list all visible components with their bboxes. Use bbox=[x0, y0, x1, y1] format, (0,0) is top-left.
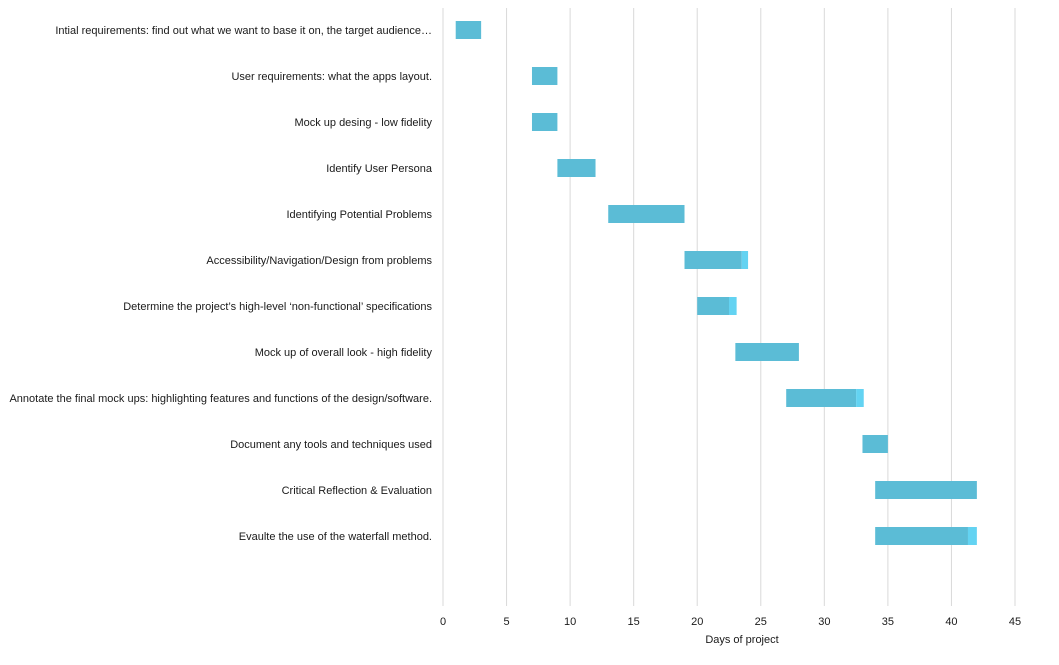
x-tick-label: 0 bbox=[440, 616, 446, 628]
task-bar bbox=[875, 481, 977, 499]
task-bar bbox=[455, 21, 482, 39]
task-bar-extension bbox=[729, 297, 737, 315]
x-tick-label: 10 bbox=[564, 616, 576, 628]
task-label: Intial requirements: find out what we wa… bbox=[55, 25, 432, 37]
task-label: Mock up of overall look - high fidelity bbox=[255, 347, 433, 359]
task-label: Identify User Persona bbox=[326, 163, 433, 175]
x-tick-label: 35 bbox=[882, 616, 894, 628]
x-tick-label: 15 bbox=[628, 616, 640, 628]
task-bar-extension bbox=[856, 389, 864, 407]
task-bar bbox=[786, 389, 857, 407]
x-tick-label: 30 bbox=[818, 616, 830, 628]
task-bar bbox=[875, 527, 968, 545]
task-label: Mock up desing - low fidelity bbox=[294, 117, 432, 129]
task-label: Identifying Potential Problems bbox=[286, 209, 432, 221]
bars bbox=[455, 21, 977, 545]
task-label: Evaulte the use of the waterfall method. bbox=[239, 531, 432, 543]
x-tick-label: 40 bbox=[945, 616, 957, 628]
task-bar bbox=[684, 251, 742, 269]
task-label: Annotate the final mock ups: highlightin… bbox=[9, 393, 432, 405]
task-bar bbox=[735, 343, 799, 361]
task-bar bbox=[531, 113, 558, 131]
task-bar bbox=[608, 205, 685, 223]
task-label: User requirements: what the apps layout. bbox=[231, 71, 432, 83]
x-tick-label: 20 bbox=[691, 616, 703, 628]
task-bar bbox=[531, 67, 558, 85]
x-axis-ticks: 0 5 10 15 20 25 30 35 40 45 bbox=[440, 616, 1021, 628]
task-label: Document any tools and techniques used bbox=[230, 439, 432, 451]
task-bar bbox=[697, 297, 729, 315]
task-label: Critical Reflection & Evaluation bbox=[282, 485, 432, 497]
x-tick-label: 45 bbox=[1009, 616, 1021, 628]
task-bar-extension bbox=[967, 527, 977, 545]
task-bar bbox=[557, 159, 596, 177]
task-label: Accessibility/Navigation/Design from pro… bbox=[206, 255, 432, 267]
task-bar bbox=[862, 435, 888, 453]
x-tick-label: 25 bbox=[755, 616, 767, 628]
x-tick-label: 5 bbox=[503, 616, 509, 628]
task-labels: Intial requirements: find out what we wa… bbox=[9, 25, 432, 543]
task-bar-extension bbox=[741, 251, 749, 269]
x-axis-title: Days of project bbox=[705, 634, 778, 646]
task-label: Determine the project’s high-level ‘non-… bbox=[123, 301, 432, 313]
